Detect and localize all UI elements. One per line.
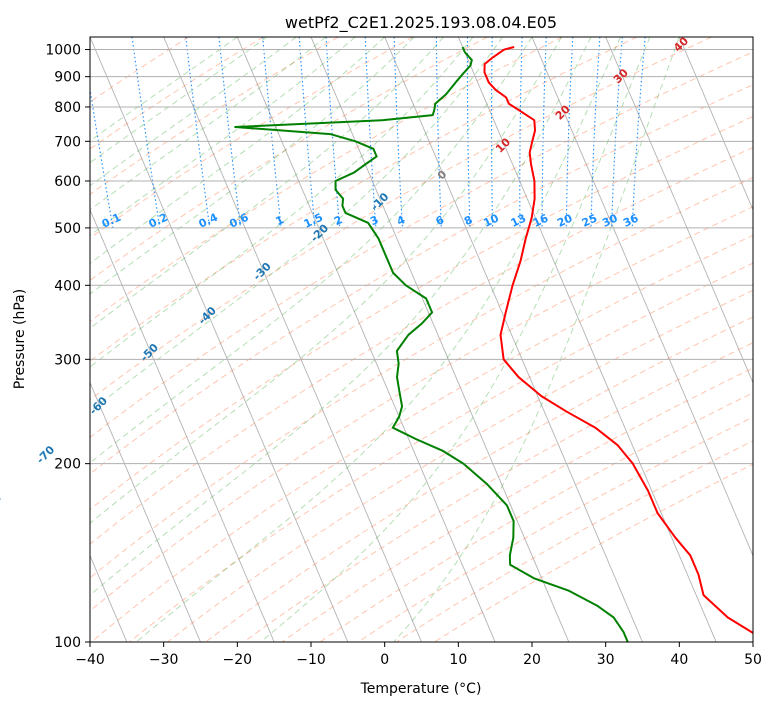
dry-adiabat-line: [281, 367, 753, 642]
dry-adiabat-line: [90, 51, 753, 438]
data-series: [234, 46, 753, 642]
moist-adiabat-line: [90, 37, 386, 264]
dewpoint-line: [234, 46, 629, 642]
x-tick-label: 50: [744, 652, 762, 668]
y-tick-label: 100: [54, 635, 81, 651]
moist-adiabat-line: [90, 37, 297, 187]
x-tick-label: 10: [449, 652, 467, 668]
x-tick-label: −20: [223, 652, 253, 668]
moist-adiabat-line: [260, 37, 651, 642]
dry-adiabat-line: [90, 37, 264, 150]
moist-adiabat-line: [90, 37, 474, 368]
dry-adiabat-line: [90, 146, 753, 545]
y-tick-label: 500: [54, 221, 81, 237]
mixing-ratio-line: [90, 85, 114, 228]
y-tick-label: 200: [54, 457, 81, 473]
moist-adiabat-line: [90, 37, 268, 164]
moist-adiabat-line: [135, 37, 621, 642]
mixing-ratio-label: 10: [481, 211, 501, 229]
x-tick-label: −30: [149, 652, 179, 668]
isotherm-line: [90, 381, 201, 642]
moist-adiabat-line: [90, 37, 415, 295]
x-tick-label: 0: [380, 652, 389, 668]
moist-adiabat-line: [90, 37, 562, 524]
dry-adiabat-line: [90, 37, 638, 362]
moist-adiabat-line: [90, 37, 238, 142]
mixing-ratio-line: [298, 37, 316, 228]
isotherm-line: [457, 37, 717, 642]
mixing-ratio-line: [218, 37, 242, 228]
isotherm-line: [384, 37, 643, 642]
isotherm-line: [310, 37, 570, 642]
plot-frame: [89, 36, 754, 643]
dry-adiabat-line: [90, 37, 414, 239]
moist-adiabat-line: [90, 37, 533, 464]
mixing-ratio-label: 25: [580, 212, 599, 230]
x-tick-label: −10: [296, 652, 326, 668]
dry-adiabat-line: [90, 84, 753, 475]
isotherm-line: [90, 37, 349, 642]
dry-adiabat-line: [90, 37, 488, 282]
isotherm-line: [531, 37, 753, 557]
mixing-ratio-label: 30: [600, 211, 620, 229]
x-tick-label: 20: [523, 652, 541, 668]
mixing-ratio-label: 16: [531, 211, 551, 229]
dry-adiabat-line: [90, 115, 753, 511]
x-axis-label: Temperature (°C): [360, 681, 482, 697]
y-axis-label: Pressure (hPa): [12, 289, 28, 389]
y-axis-ticks: 1000 900 800 700 600 500 400 300 200 100: [45, 43, 90, 651]
isotherm-line: [678, 37, 753, 212]
mixing-ratio-line: [131, 37, 161, 228]
x-tick-label: 30: [597, 652, 615, 668]
temperature-line: [483, 46, 753, 635]
isotherm-line: [236, 37, 496, 642]
y-tick-label: 800: [54, 100, 81, 116]
x-tick-label: 40: [670, 652, 688, 668]
y-tick-label: 1000: [45, 43, 81, 59]
dry-adiabat-line: [90, 37, 712, 401]
mixing-ratio-label: 36: [621, 211, 641, 229]
mixing-ratio-line: [262, 37, 282, 228]
y-tick-label: 900: [54, 70, 81, 86]
mixing-ratio-label: 13: [509, 212, 528, 230]
moist-adiabat-line: [90, 37, 503, 412]
dry-adiabat-line: [90, 176, 753, 579]
y-tick-label: 600: [54, 174, 81, 190]
y-tick-label: 400: [54, 278, 81, 294]
moist-adiabat-line: [90, 37, 444, 329]
x-axis-ticks: −40 −30 −20 −10 0 10 20 30 40 50: [75, 642, 762, 668]
dry-adiabat-line: [90, 37, 339, 195]
dry-adiabat-line: [90, 234, 753, 642]
dry-adiabat-line: [90, 37, 563, 323]
isotherm-line: [605, 37, 753, 384]
moist-adiabat-line: [90, 37, 327, 211]
background-lines: [90, 37, 753, 642]
y-tick-label: 300: [54, 352, 81, 368]
mixing-ratio-line: [185, 37, 211, 228]
dry-adiabat-line: [243, 342, 753, 642]
mixing-ratio-label: 20: [555, 211, 575, 229]
chart-title: wetPf2_C2E1.2025.193.08.04.E05: [285, 13, 557, 33]
dry-adiabat-line: [129, 262, 753, 642]
y-tick-label: 700: [54, 134, 81, 150]
isotherm-line: [163, 37, 422, 642]
isotherm-line: [90, 208, 275, 642]
x-tick-label: −40: [75, 652, 105, 668]
